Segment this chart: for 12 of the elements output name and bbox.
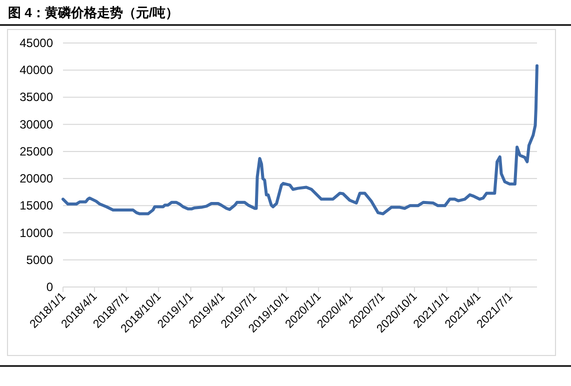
line-series [62,64,538,216]
y-tick-label: 0 [46,280,54,294]
y-tick-label: 25000 [20,144,54,158]
y-tick-label: 30000 [20,117,54,132]
chart-title: 图 4：黄磷价格走势（元/吨） [8,5,178,20]
y-tick-label: 45000 [20,36,54,50]
y-tick-label: 5000 [26,252,54,267]
y-tick-label: 10000 [20,226,54,240]
y-tick-label: 20000 [20,172,54,186]
y-tick-label: 40000 [20,63,54,78]
y-tick-label: 15000 [20,198,54,213]
y-tick-label: 35000 [20,90,54,104]
